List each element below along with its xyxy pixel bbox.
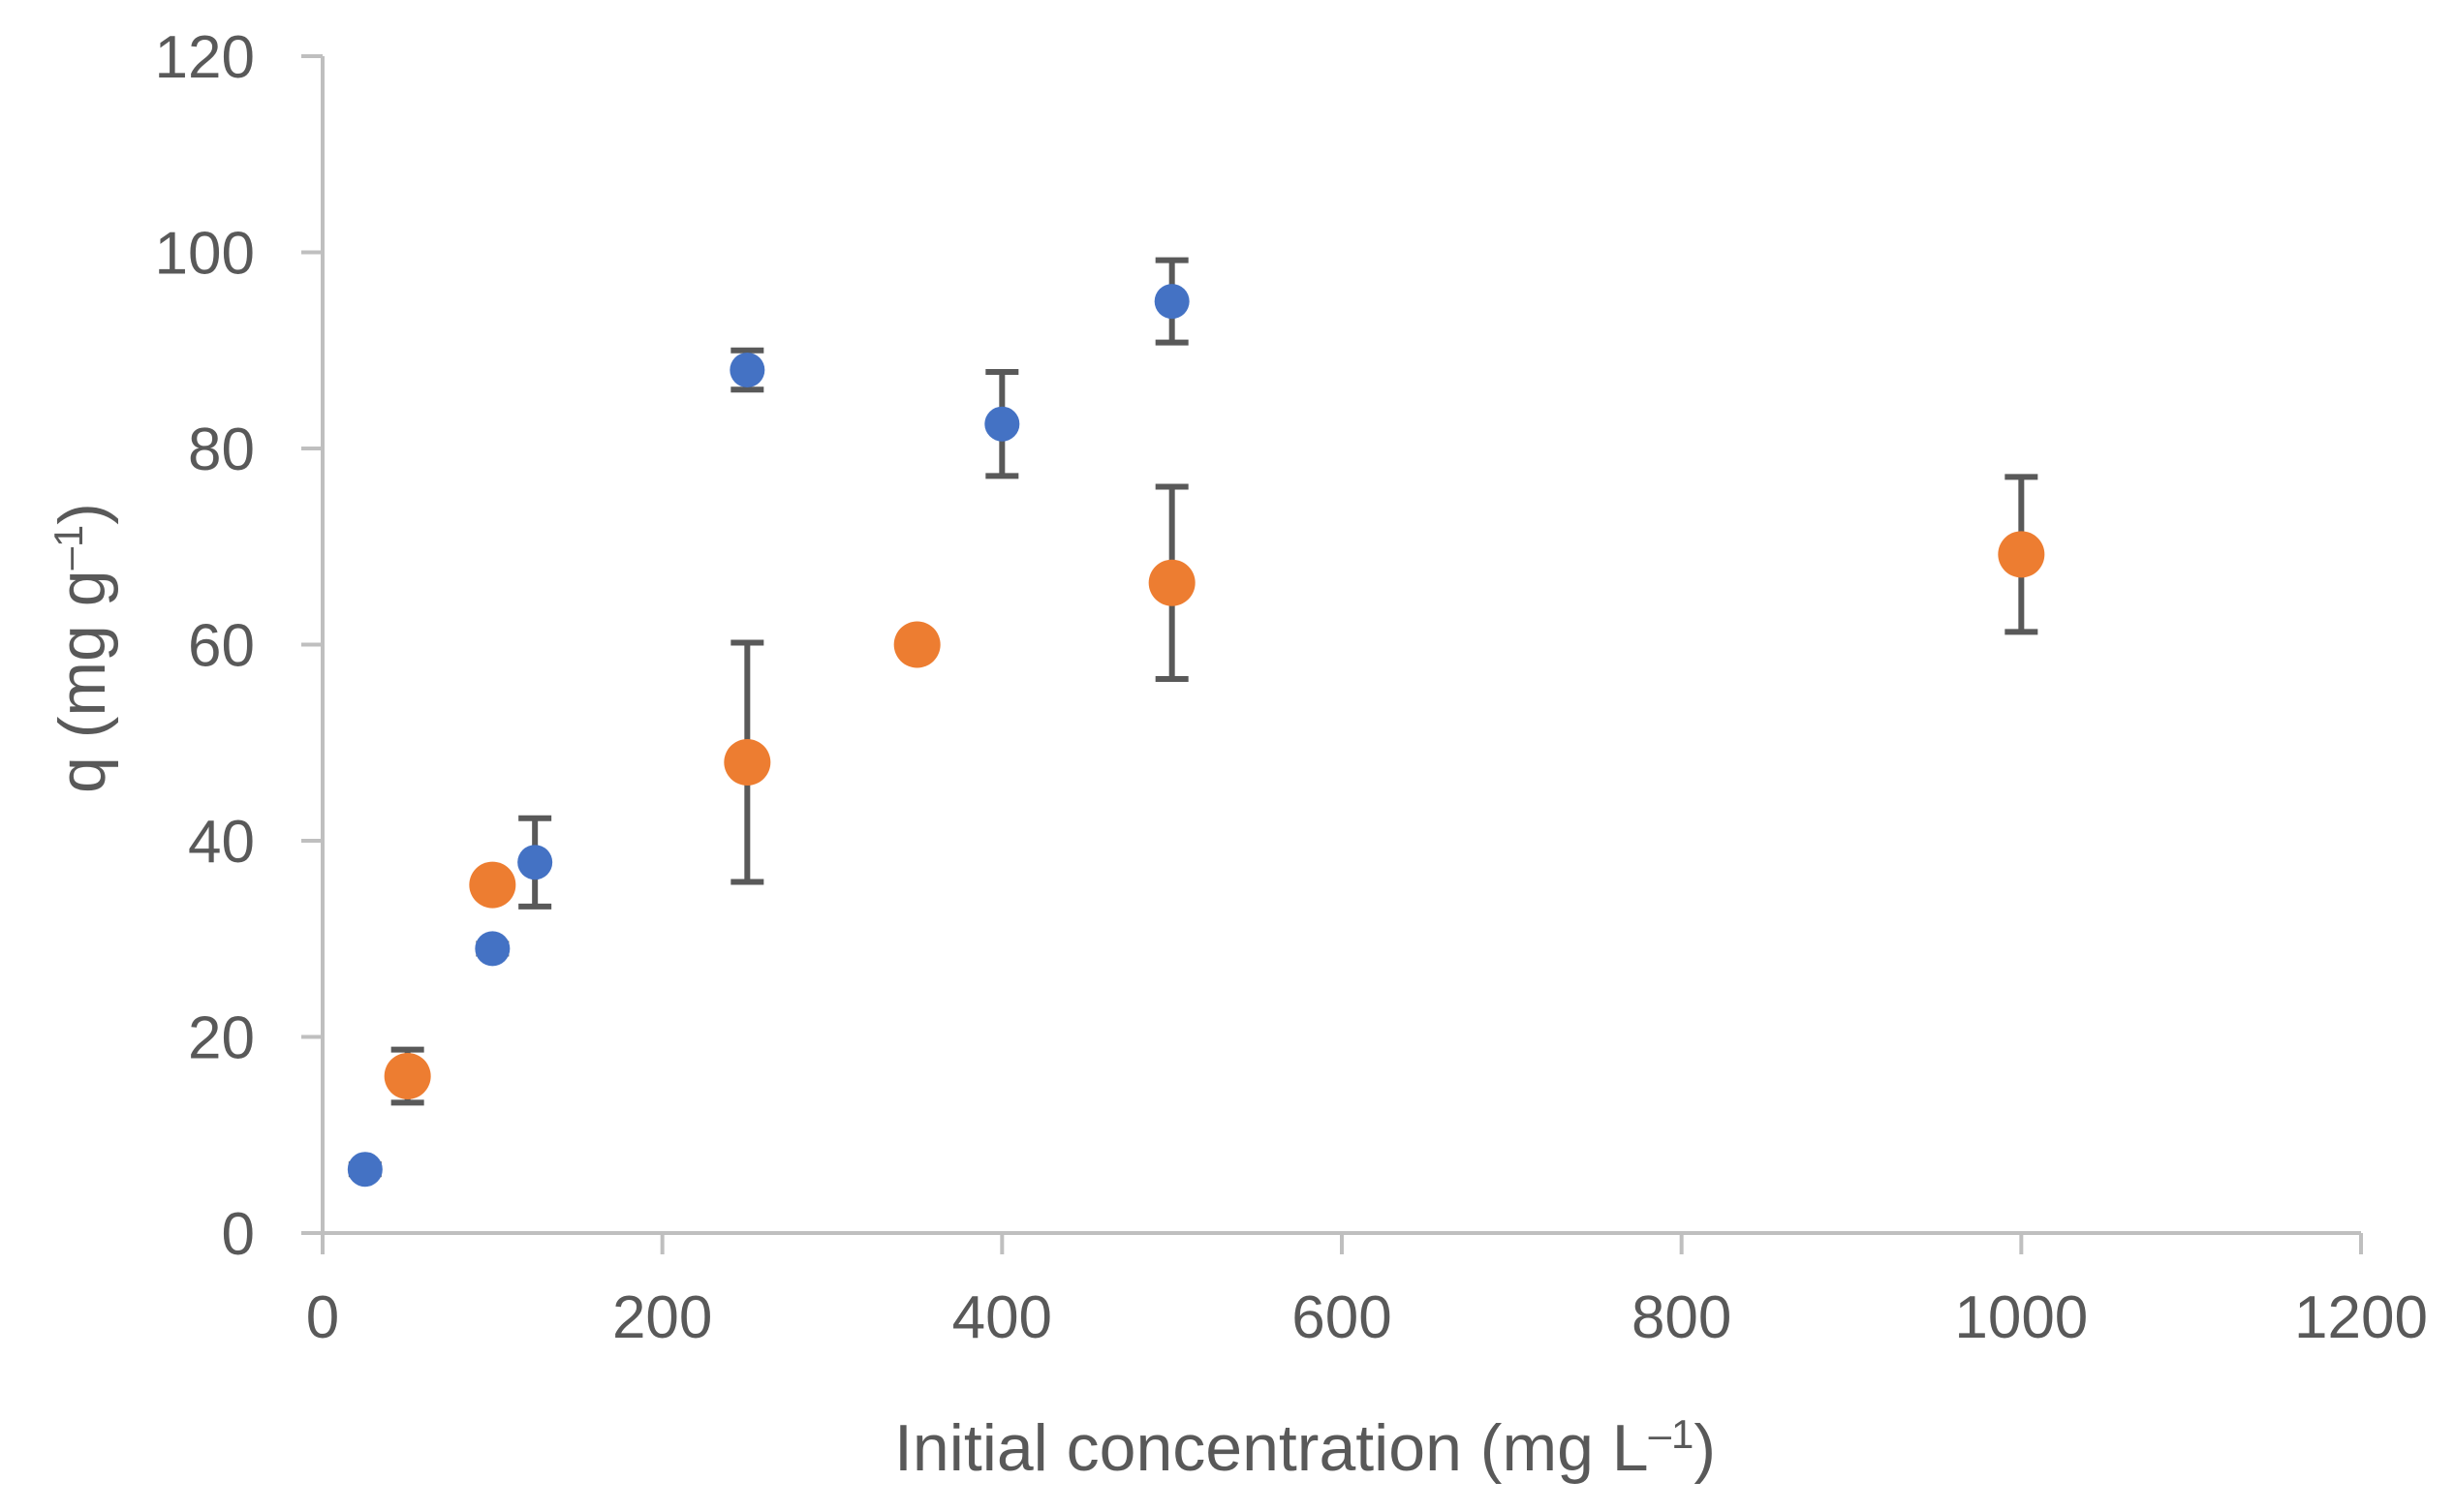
data-point-series-1 bbox=[517, 845, 553, 880]
x-tick-label: 400 bbox=[952, 1284, 1052, 1351]
error-bars bbox=[348, 257, 2038, 1178]
y-tick-label: 120 bbox=[155, 24, 255, 91]
y-axis-title: q (mg g–1) bbox=[46, 503, 120, 793]
x-tick-label: 0 bbox=[306, 1284, 339, 1351]
data-point-series-1 bbox=[1154, 284, 1190, 320]
y-tick-label: 40 bbox=[188, 809, 255, 876]
y-tick-label: 0 bbox=[222, 1201, 255, 1268]
x-tick-labels: 0 200 400 600 800 1000 1200 bbox=[306, 1284, 2428, 1351]
x-tick-label: 800 bbox=[1631, 1284, 1731, 1351]
axes bbox=[301, 54, 2363, 1254]
data-point-series-2 bbox=[893, 621, 941, 668]
data-point-series-2 bbox=[1148, 559, 1196, 606]
data-point-series-2 bbox=[1998, 531, 2045, 578]
y-tick-label: 80 bbox=[188, 417, 255, 483]
y-tick-label: 20 bbox=[188, 1005, 255, 1072]
data-point-series-2 bbox=[469, 861, 516, 909]
data-point-series-1 bbox=[730, 353, 765, 387]
x-axis-title: Initial concentration (mg L–1) bbox=[894, 1411, 1716, 1486]
data-point-series-1 bbox=[347, 1152, 383, 1188]
y-tick-label: 60 bbox=[188, 613, 255, 680]
x-tick-label: 600 bbox=[1291, 1284, 1391, 1351]
x-tick-label: 200 bbox=[612, 1284, 712, 1351]
data-point-series-1 bbox=[984, 406, 1020, 442]
x-tick-label: 1200 bbox=[2294, 1284, 2428, 1351]
y-tick-label: 100 bbox=[155, 221, 255, 288]
y-tick-labels: 0 20 40 60 80 100 120 bbox=[155, 24, 255, 1268]
x-tick-label: 1000 bbox=[1954, 1284, 2088, 1351]
data-points bbox=[347, 284, 2045, 1188]
data-point-series-1 bbox=[475, 931, 511, 967]
data-point-series-2 bbox=[384, 1053, 431, 1099]
data-point-series-2 bbox=[724, 739, 771, 786]
